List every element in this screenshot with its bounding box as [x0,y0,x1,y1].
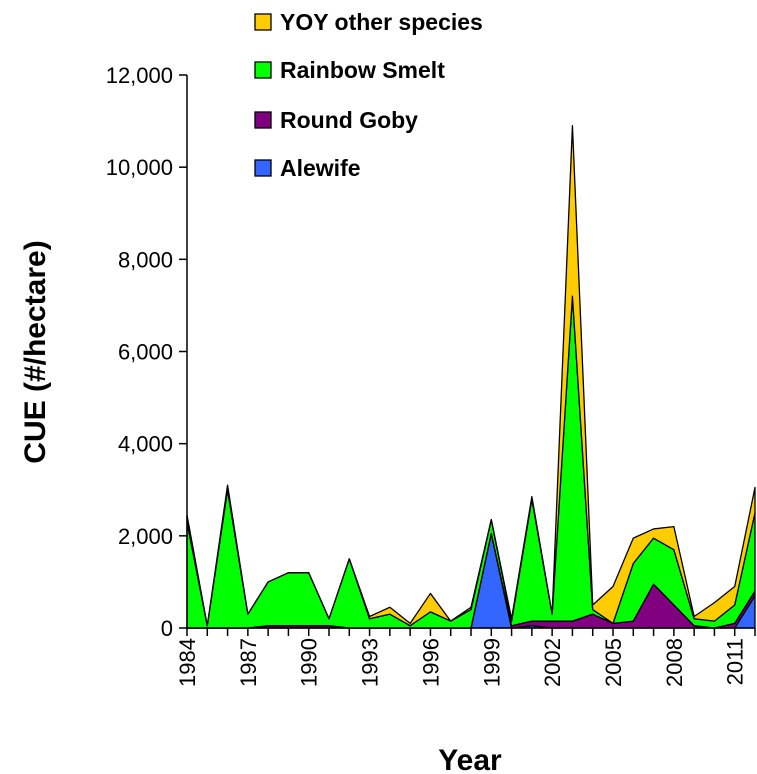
area-yoy-other-species [186,125,756,627]
area-rainbow-smelt [186,295,756,629]
y-tick-label: 4,000 [118,432,173,457]
y-tick-label: 10,000 [106,155,173,180]
x-tick-label: 2008 [662,638,687,687]
x-tick-label: 1984 [175,638,200,687]
x-axis: 1984 1987 1990 1993 1996 1999 2002 2005 2008 2011 [175,627,756,687]
legend-swatch-rainbow-smelt [254,61,272,79]
y-tick-label: 8,000 [118,247,173,272]
stacked-areas [186,125,756,629]
legend: YOY other species Rainbow Smelt Round Goby… [254,9,483,181]
x-tick-label: 2011 [723,638,748,685]
y-tick-label: 12,000 [106,63,173,88]
x-tick-label: 1990 [297,638,322,687]
legend-label-rainbow-smelt: Rainbow Smelt [280,57,445,83]
x-tick-label: 1987 [236,638,261,687]
legend-swatch-round-goby [254,111,272,129]
y-tick-label: 0 [161,616,173,641]
legend-swatch-yoy-other-species [254,13,272,31]
x-axis-title: Year [438,744,502,774]
x-tick-label: 1996 [418,638,443,687]
y-axis-title: CUE (#/hectare) [19,240,52,463]
legend-swatch-alewife [254,159,272,177]
y-axis: 0 2,000 4,000 6,000 8,000 10,000 12,000 [106,63,188,641]
x-tick-label: 1993 [358,638,383,687]
x-tick-label: 2005 [601,638,626,687]
legend-label-yoy-other-species: YOY other species [280,9,483,35]
x-tick-label: 2002 [540,638,565,687]
y-tick-label: 2,000 [118,524,173,549]
legend-label-round-goby: Round Goby [280,107,418,133]
y-tick-label: 6,000 [118,340,173,365]
legend-label-alewife: Alewife [280,155,361,181]
x-tick-label: 1999 [479,638,504,687]
